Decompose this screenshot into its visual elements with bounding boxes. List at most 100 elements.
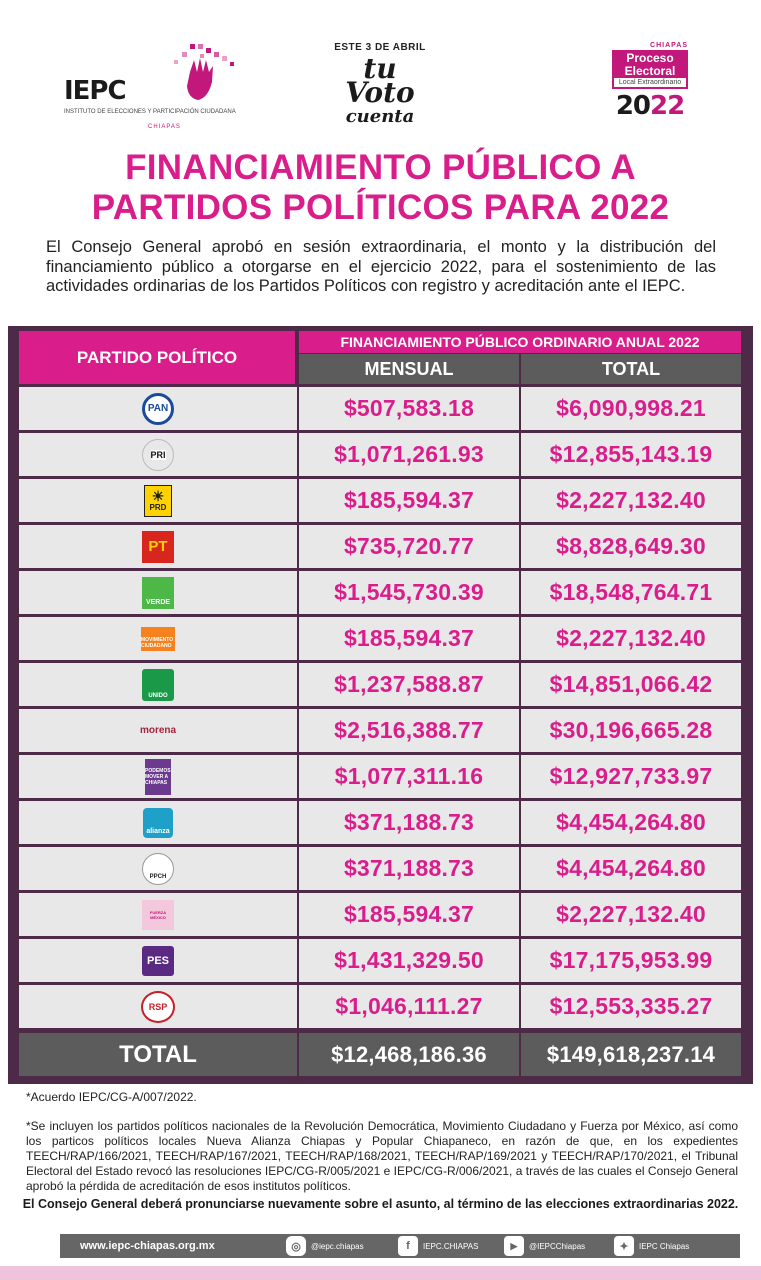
total-cell: $4,454,264.80 (521, 847, 741, 890)
mensual-amount: $1,237,588.87 (334, 671, 484, 697)
prd-logo-text: PRD (149, 503, 167, 512)
proceso-title2: Electoral (624, 64, 676, 78)
total-cell: $12,927,733.97 (521, 755, 741, 798)
mensual-amount: $371,188.73 (343, 809, 475, 835)
pt-logo-icon: PT (142, 530, 174, 563)
total-cell: $2,227,132.40 (521, 893, 741, 936)
mensual-amount: $1,071,261.93 (334, 441, 484, 467)
party-logo-cell: PODEMOS MOVER A CHIAPAS (19, 755, 297, 798)
proceso-subtitle: Local Extraordinario (614, 78, 686, 87)
twitter-handle: IEPC Chiapas (639, 1241, 690, 1251)
pri-logo-icon: PRI (142, 438, 174, 471)
instagram-icon: ◎ (286, 1236, 306, 1256)
pes-logo-icon: PES (142, 945, 174, 976)
table-row: FUERZA MÉXICO $185,594.37 $2,227,132.40 (19, 893, 741, 936)
iepc-acronym: IEPC (64, 76, 127, 106)
total-label: TOTAL (119, 1040, 197, 1068)
party-logo-cell: PT (19, 525, 297, 568)
mensual-amount: $2,516,388.77 (334, 717, 484, 743)
party-logo-cell: PRI (19, 433, 297, 476)
mensual-amount: $1,046,111.27 (335, 993, 483, 1019)
ppch-logo-icon: PPCH (142, 852, 174, 885)
facebook-handle: IEPC.CHIAPAS (423, 1241, 479, 1251)
table-row: PT $735,720.77 $8,828,649.30 (19, 525, 741, 568)
podemos-logo-icon: PODEMOS MOVER A CHIAPAS (145, 758, 171, 795)
twitter-link[interactable]: ✦ IEPC Chiapas (614, 1234, 689, 1258)
party-logo-cell: UNIDO (19, 663, 297, 706)
party-logo-cell: MOVIMIENTO CIUDADANO (19, 617, 297, 660)
fuerza-mexico-logo-icon: FUERZA MÉXICO (142, 899, 174, 930)
intro-paragraph: El Consejo General aprobó en sesión extr… (46, 238, 716, 295)
iepc-hand-icon (174, 44, 234, 100)
slogan-line2: Voto (345, 76, 415, 109)
slogan-line3: cuenta (345, 106, 415, 127)
total-row: TOTAL $12,468,186.36 $149,618,237.14 (19, 1033, 741, 1076)
pan-logo-icon: PAN (142, 392, 174, 425)
total-amount: $12,855,143.19 (549, 441, 713, 467)
mensual-amount: $185,594.37 (343, 487, 475, 513)
youtube-handle: @IEPCChiapas (529, 1241, 586, 1251)
total-cell: $18,548,764.71 (521, 571, 741, 614)
verde-logo-icon: VERDE (142, 576, 174, 609)
total-amount: $18,548,764.71 (549, 579, 713, 605)
proceso-box: Proceso Electoral Local Extraordinario (612, 50, 688, 89)
total-label-cell: TOTAL (19, 1033, 297, 1076)
total-cell: $12,553,335.27 (521, 985, 741, 1028)
rsp-logo-icon: RSP (141, 990, 175, 1023)
total-amount: $4,454,264.80 (556, 855, 706, 881)
proceso-electoral-logo: CHIAPAS Proceso Electoral Local Extraord… (612, 42, 688, 128)
mensual-cell: $1,077,311.16 (299, 755, 519, 798)
header-party: PARTIDO POLÍTICO (19, 331, 295, 384)
total-amount: $12,927,733.97 (549, 763, 713, 789)
website-link[interactable]: www.iepc-chiapas.org.mx (80, 1240, 215, 1252)
mensual-amount: $507,583.18 (343, 395, 475, 421)
twitter-icon: ✦ (614, 1236, 634, 1256)
table-row: PAN $507,583.18 $6,090,998.21 (19, 387, 741, 430)
table-row: PODEMOS MOVER A CHIAPAS $1,077,311.16 $1… (19, 755, 741, 798)
slogan-line1: tu (363, 52, 397, 85)
table-row: MOVIMIENTO CIUDADANO $185,594.37 $2,227,… (19, 617, 741, 660)
table-row: morena $2,516,388.77 $30,196,665.28 (19, 709, 741, 752)
mensual-amount: $1,077,311.16 (334, 763, 484, 789)
total-cell: $6,090,998.21 (521, 387, 741, 430)
movimiento-ciudadano-logo-icon: MOVIMIENTO CIUDADANO (141, 626, 175, 651)
iepc-name: INSTITUTO DE ELECCIONES Y PARTICIPACIÓN … (64, 109, 236, 115)
mensual-cell: $185,594.37 (299, 617, 519, 660)
total-amount: $14,851,066.42 (549, 671, 713, 697)
mensual-cell: $1,431,329.50 (299, 939, 519, 982)
closing-statement: El Consejo General deberá pronunciarse n… (22, 1197, 739, 1211)
header-mensual: MENSUAL (299, 354, 519, 384)
pri-logo-text: PRI (150, 449, 166, 460)
total-amount: $2,227,132.40 (556, 487, 706, 513)
table-row: PRI $1,071,261.93 $12,855,143.19 (19, 433, 741, 476)
footnote-explanation: *Se incluyen los partidos políticos naci… (26, 1119, 738, 1193)
mensual-cell: $1,046,111.27 (299, 985, 519, 1028)
page-title: FINANCIAMIENTO PÚBLICO A PARTIDOS POLÍTI… (0, 148, 761, 228)
total-amount: $17,175,953.99 (549, 947, 713, 973)
nueva-alianza-logo-icon: alianza (143, 807, 173, 838)
total-cell: $17,175,953.99 (521, 939, 741, 982)
mensual-cell: $1,237,588.87 (299, 663, 519, 706)
mensual-cell: $371,188.73 (299, 847, 519, 890)
iepc-state: CHIAPAS (148, 124, 181, 130)
campaign-logo: ESTE 3 DE ABRIL tu Voto cuenta (330, 42, 430, 132)
total-mensual-amount: $12,468,186.36 (331, 1041, 487, 1067)
party-logo-cell: RSP (19, 985, 297, 1028)
mensual-amount: $371,188.73 (343, 855, 475, 881)
total-total-amount: $149,618,237.14 (546, 1041, 716, 1067)
total-amount: $6,090,998.21 (556, 395, 706, 421)
facebook-link[interactable]: f IEPC.CHIAPAS (398, 1234, 478, 1258)
total-cell: $2,227,132.40 (521, 617, 741, 660)
total-cell: $14,851,066.42 (521, 663, 741, 706)
table-row: UNIDO $1,237,588.87 $14,851,066.42 (19, 663, 741, 706)
mensual-cell: $185,594.37 (299, 893, 519, 936)
proceso-title1: Proceso (626, 51, 674, 65)
instagram-link[interactable]: ◎ @iepc.chiapas (286, 1234, 364, 1258)
year-part-a: 20 (615, 91, 651, 121)
morena-logo-icon: morena (139, 725, 177, 736)
facebook-icon: f (398, 1236, 418, 1256)
youtube-link[interactable]: ▶ @IEPCChiapas (504, 1234, 585, 1258)
party-logo-cell: alianza (19, 801, 297, 844)
total-mensual-cell: $12,468,186.36 (299, 1033, 519, 1076)
campaign-date: ESTE 3 DE ABRIL (334, 42, 426, 53)
